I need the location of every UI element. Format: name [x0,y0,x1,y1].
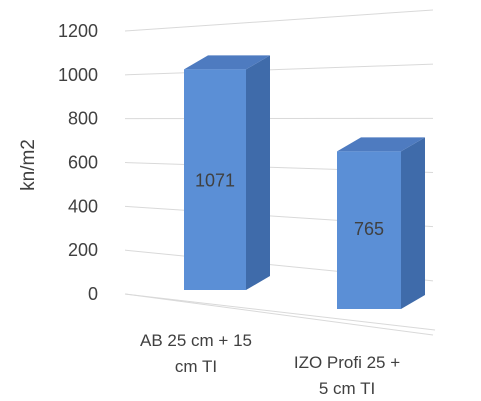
x-category-line: cm TI [175,357,217,376]
y-tick-label: 800 [68,109,98,129]
bar-side [246,55,270,290]
x-category-line: IZO Profi 25 + [294,353,400,372]
x-category-label: AB 25 cm + 15 cm TI [140,331,252,376]
bars: 1071 765 [184,55,425,309]
y-tick-label: 600 [68,153,98,173]
x-category-line: 5 cm TI [319,379,375,398]
y-tick-label: 1200 [58,21,98,41]
x-category-line: AB 25 cm + 15 [140,331,252,350]
bar-top [184,55,270,70]
y-tick-label: 400 [68,196,98,216]
grid-line [124,63,434,76]
y-axis-ticks: 0 200 400 600 800 1000 1200 [58,21,98,304]
data-label: 765 [354,219,384,239]
y-axis-label: kn/m2 [18,139,39,191]
grid-line [124,293,434,336]
bar-front [337,151,401,309]
grid-lines [124,9,436,336]
bar-top [337,137,425,152]
bar-front [184,69,246,291]
data-label: 1071 [195,170,235,190]
floor-line [124,293,436,331]
y-tick-label: 1000 [58,65,98,85]
bar: 765 [337,137,425,309]
bar: 1071 [184,55,270,291]
bar-side [401,137,425,309]
y-tick-label: 200 [68,240,98,260]
x-axis-categories: AB 25 cm + 15 cm TI IZO Profi 25 + 5 cm TI [140,331,400,398]
x-category-label: IZO Profi 25 + 5 cm TI [294,353,400,398]
y-tick-label: 0 [88,284,98,304]
grid-line [124,9,434,32]
